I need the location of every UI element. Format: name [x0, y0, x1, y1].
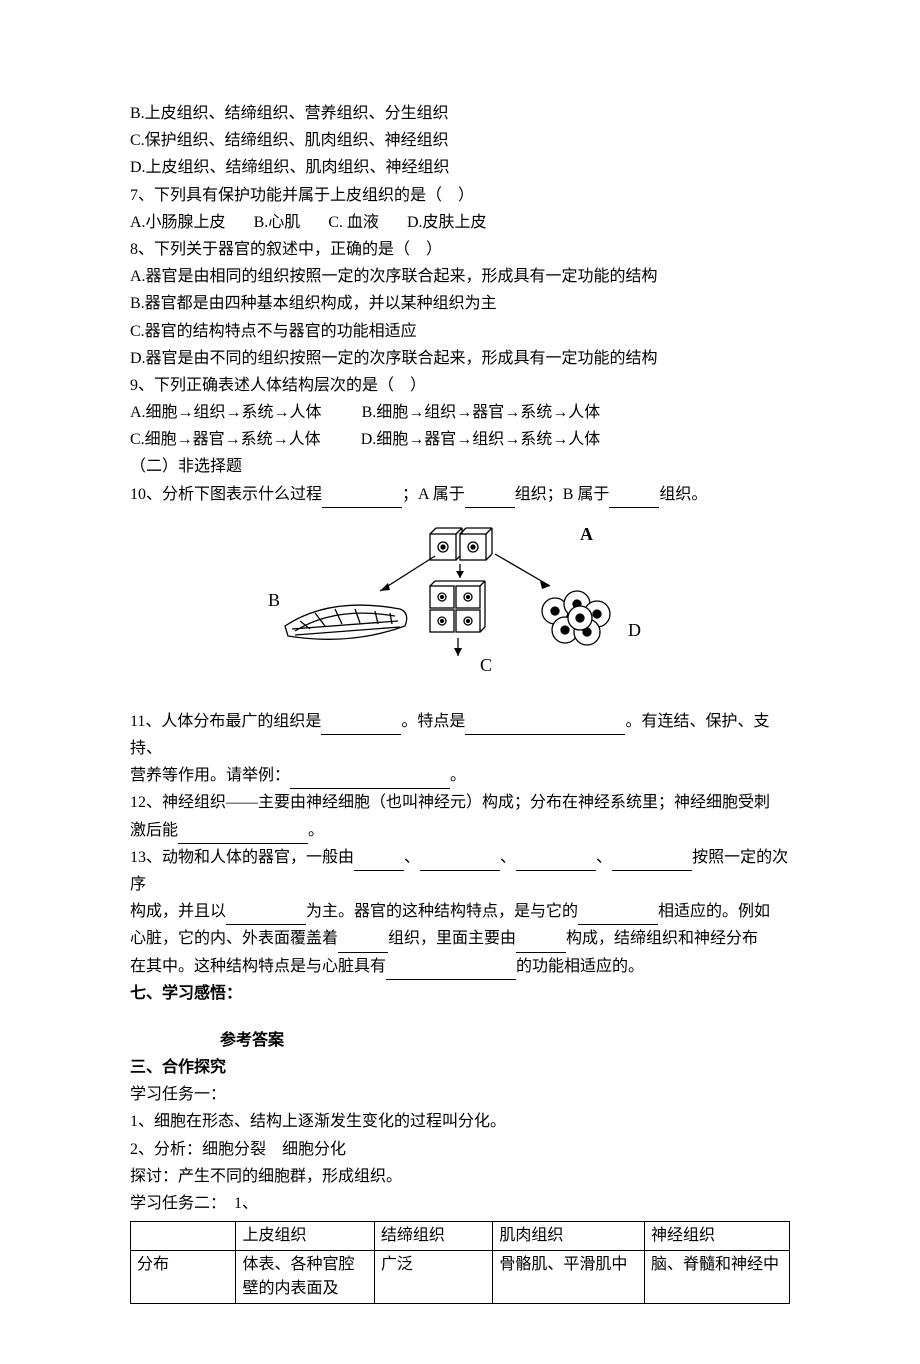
q8-stem: 8、下列关于器官的叙述中，正确的是（ ） — [130, 236, 790, 263]
cell-2: 广泛 — [374, 1251, 493, 1304]
q9-c: C.细胞→器官→系统→人体 — [130, 426, 321, 453]
q13-line3: 心脏，它的内、外表面覆盖着组织，里面主要由构成，结缔组织和神经分布 — [130, 925, 790, 952]
q12-line2: 激后能。 — [130, 817, 790, 844]
q9-b: B.细胞→组织→器官→系统→人体 — [362, 399, 601, 426]
option-b: B.上皮组织、结缔组织、营养组织、分生组织 — [130, 100, 790, 127]
cell-4: 脑、脊髓和神经中 — [644, 1251, 789, 1304]
diagram-label-b: B — [268, 590, 280, 610]
ans-t1-discuss: 探讨：产生不同的细胞群，形成组织。 — [130, 1163, 790, 1190]
q9-stem: 9、下列正确表述人体结构层次的是（ ） — [130, 372, 790, 399]
th-4: 神经组织 — [644, 1222, 789, 1251]
q13: 13、动物和人体的器官，一般由、、、按照一定的次序 — [130, 844, 790, 898]
diagram-label-a: A — [580, 524, 593, 544]
q7-b: B.心肌 — [254, 214, 301, 231]
q7-d: D.皮肤上皮 — [407, 214, 487, 231]
q10: 10、分析下图表示什么过程；A 属于组织；B 属于组织。 — [130, 481, 790, 508]
option-d: D.上皮组织、结缔组织、肌肉组织、神经组织 — [130, 154, 790, 181]
section-7: 七、学习感悟： — [130, 980, 790, 1007]
tissue-table: 上皮组织 结缔组织 肌肉组织 神经组织 分布 体表、各种官腔壁的内表面及 广泛 … — [130, 1221, 790, 1304]
diagram-label-d: D — [628, 620, 641, 640]
q8-a: A.器官是由相同的组织按照一定的次序联合起来，形成具有一定功能的结构 — [130, 263, 790, 290]
q8-d: D.器官是由不同的组织按照一定的次序联合起来，形成具有一定功能的结构 — [130, 345, 790, 372]
option-c: C.保护组织、结缔组织、肌肉组织、神经组织 — [130, 127, 790, 154]
q7-options: A.小肠腺上皮 B.心肌 C. 血液 D.皮肤上皮 — [130, 209, 790, 236]
ans-t1-2: 2、分析：细胞分裂 细胞分化 — [130, 1136, 790, 1163]
ans-t1-label: 学习任务一： — [130, 1081, 790, 1108]
q7-a: A.小肠腺上皮 — [130, 214, 226, 231]
q8-c: C.器官的结构特点不与器官的功能相适应 — [130, 318, 790, 345]
table-row: 分布 体表、各种官腔壁的内表面及 广泛 骨骼肌、平滑肌中 脑、脊髓和神经中 — [131, 1251, 790, 1304]
th-3: 肌肉组织 — [493, 1222, 645, 1251]
cell-3: 骨骼肌、平滑肌中 — [493, 1251, 645, 1304]
q7-stem: 7、下列具有保护功能并属于上皮组织的是（ ） — [130, 182, 790, 209]
cell-1: 体表、各种官腔壁的内表面及 — [236, 1251, 374, 1304]
th-1: 上皮组织 — [236, 1222, 374, 1251]
q12: 12、神经组织——主要由神经细胞（也叫神经元）构成；分布在神经系统里；神经细胞受… — [130, 789, 790, 816]
q11-line2: 营养等作用。请举例：。 — [130, 762, 790, 789]
th-2: 结缔组织 — [374, 1222, 493, 1251]
q9-d: D.细胞→器官→组织→系统→人体 — [361, 426, 601, 453]
ans-t1-1: 1、细胞在形态、结构上逐渐发生变化的过程叫分化。 — [130, 1108, 790, 1135]
table-header-row: 上皮组织 结缔组织 肌肉组织 神经组织 — [131, 1222, 790, 1251]
q7-c: C. 血液 — [328, 214, 379, 231]
th-0 — [131, 1222, 236, 1251]
q8-b: B.器官都是由四种基本组织构成，并以某种组织为主 — [130, 290, 790, 317]
cell-diagram: A B C D — [130, 516, 790, 696]
diagram-label-c: C — [480, 655, 492, 675]
nonchoice-header: （二）非选择题 — [130, 453, 790, 480]
ans-sec3: 三、合作探究 — [130, 1054, 790, 1081]
q11: 11、人体分布最广的组织是。特点是。有连结、保护、支持、 — [130, 708, 790, 762]
ans-t2-label: 学习任务二： 1、 — [130, 1190, 790, 1217]
q13-line2: 构成，并且以为主。器官的这种结构特点，是与它的相适应的。例如 — [130, 898, 790, 925]
answer-title: 参考答案 — [130, 1027, 790, 1054]
row-label: 分布 — [131, 1251, 236, 1304]
q9-a: A.细胞→组织→系统→人体 — [130, 399, 322, 426]
q13-line4: 在其中。这种结构特点是与心脏具有的功能相适应的。 — [130, 953, 790, 980]
